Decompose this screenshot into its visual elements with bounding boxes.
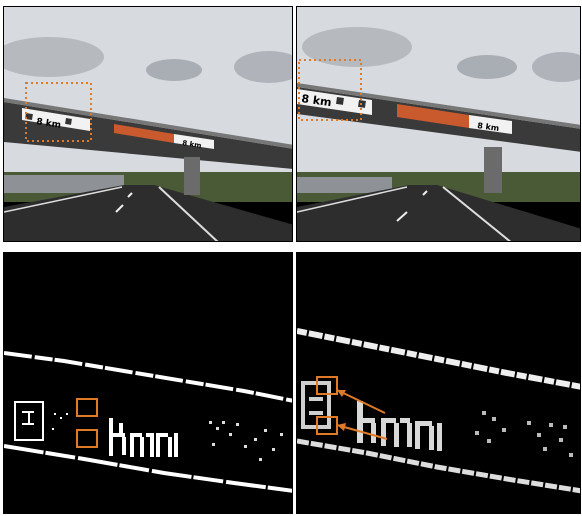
lane-marking xyxy=(127,192,133,198)
cloud xyxy=(146,59,202,81)
edge-line-top xyxy=(4,351,292,403)
bridge-pillar xyxy=(484,147,502,193)
sign-km-text: 8 km xyxy=(301,92,333,109)
cloud xyxy=(532,52,580,82)
region-highlight-box xyxy=(298,59,362,121)
edge-map-right xyxy=(297,253,580,513)
roadside-wall xyxy=(297,177,392,193)
bridge-sign xyxy=(469,115,512,134)
edge-map-background xyxy=(297,253,580,513)
edge-sign-dots xyxy=(209,421,283,461)
sign-km-text: 8 km xyxy=(477,121,500,133)
feature-box-lower xyxy=(76,429,98,448)
edge-map-panel-original xyxy=(3,252,293,514)
edge-line-bottom xyxy=(4,444,292,493)
edge-km-glyphs xyxy=(357,401,442,451)
cloud xyxy=(302,27,412,67)
lane-marking xyxy=(396,211,408,222)
edge-line-top xyxy=(297,328,580,390)
road-edge-line xyxy=(297,186,408,213)
correspondence-arrow-upper xyxy=(336,389,386,414)
photo-panel-transformed: 8 km 8 km xyxy=(296,6,581,242)
region-highlight-box xyxy=(25,82,92,142)
lane-marking xyxy=(422,190,428,196)
edge-sign-dots xyxy=(475,411,573,457)
bridge-pillar xyxy=(184,157,200,195)
lane-marking xyxy=(115,204,124,213)
advert-banner xyxy=(397,104,469,128)
road-surface xyxy=(4,185,292,241)
bridge-sign xyxy=(174,134,214,149)
roadside-wall xyxy=(4,175,124,193)
cloud xyxy=(457,55,517,79)
road-surface xyxy=(297,185,580,241)
bridge-rail xyxy=(4,98,292,149)
road-edge-line xyxy=(158,186,219,241)
sign-km-text: 8 km xyxy=(182,139,202,150)
edge-line-bottom xyxy=(297,438,580,494)
edge-map-background xyxy=(4,253,292,513)
sign-pictogram xyxy=(336,97,344,105)
feature-box-upper xyxy=(316,376,338,395)
edge-km-glyphs xyxy=(109,418,178,457)
road-edge-line xyxy=(442,186,512,241)
edge-sign-pixels xyxy=(14,401,68,441)
cloud xyxy=(4,37,104,77)
photo-scene-right: 8 km 8 km xyxy=(297,7,580,241)
sign-pictogram xyxy=(25,113,33,121)
edge-map-panel-transformed xyxy=(296,252,581,514)
arrowhead-lower xyxy=(337,423,346,431)
edge-map-left xyxy=(4,253,292,513)
cloud xyxy=(234,51,292,83)
photo-panel-original: 8 km 8 km xyxy=(3,6,293,242)
photo-scene-left: 8 km 8 km xyxy=(4,7,292,241)
feature-box-upper xyxy=(76,398,98,417)
sign-km-text: 8 km xyxy=(36,117,62,131)
bridge-sign xyxy=(297,89,372,115)
advert-banner xyxy=(114,124,174,143)
correspondence-arrow-lower xyxy=(336,424,388,440)
bridge-sign xyxy=(22,108,90,131)
bridge-rail xyxy=(297,83,580,129)
road-edge-line xyxy=(4,186,123,213)
sign-pictogram xyxy=(65,118,72,125)
arrowhead-upper xyxy=(337,390,346,397)
